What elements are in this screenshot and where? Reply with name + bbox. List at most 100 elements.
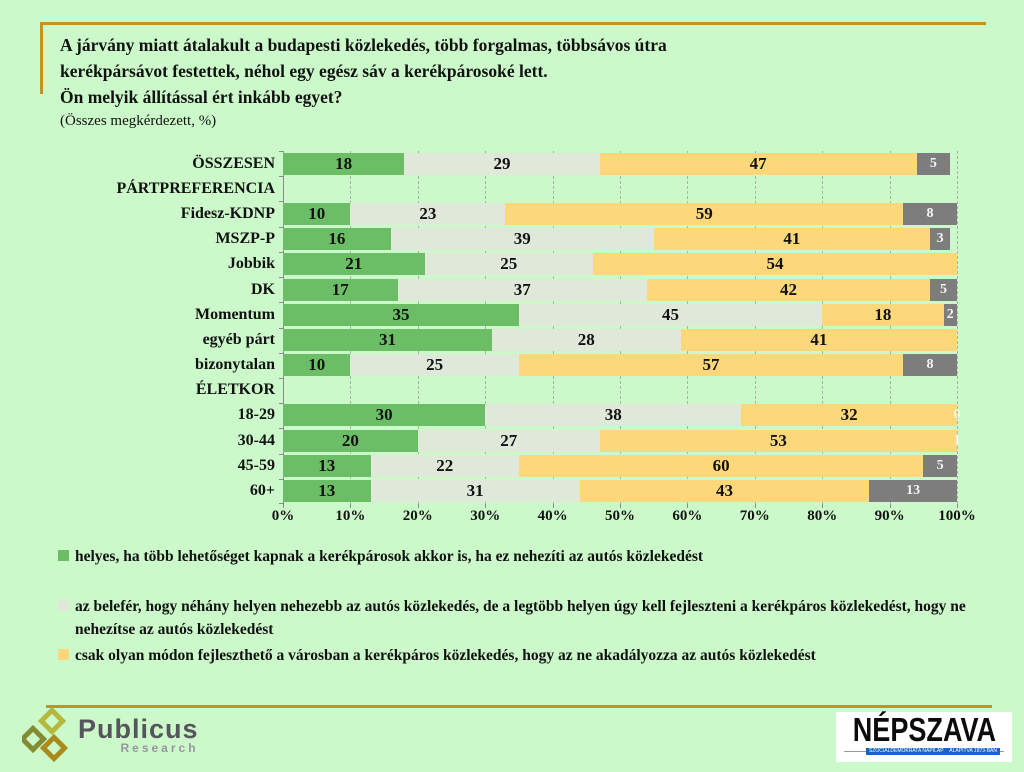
segment-value: 8 xyxy=(926,205,934,221)
bar-track: 18 29 47 5 xyxy=(283,152,957,175)
legend-item-green: helyes, ha több lehetőséget kapnak a ker… xyxy=(58,545,973,568)
bar-segment: 29 xyxy=(404,152,600,175)
x-axis-label: 50% xyxy=(605,507,635,524)
segment-value: 35 xyxy=(392,304,410,324)
gridline-10 xyxy=(350,151,352,504)
bar-segment: 5 xyxy=(916,152,951,175)
category-tick xyxy=(279,176,283,178)
row-label: Fidesz-KDNP xyxy=(180,204,275,222)
segment-value: 38 xyxy=(604,405,622,425)
publicus-diamonds-icon xyxy=(22,708,69,762)
segment-value: 41 xyxy=(810,329,828,349)
plot-area: ÖSSZESEN 18 29 47 5 PÁRTPREFERENCIA Fidesz-KDN… xyxy=(42,151,961,504)
bar-segment: 5 xyxy=(923,454,957,477)
legend-label: csak olyan módon fejleszthető a városban… xyxy=(75,647,816,664)
bottom-gold-rule xyxy=(46,705,992,708)
bar-segment: 27 xyxy=(417,429,600,452)
legend-item-yellow: csak olyan módon fejleszthető a városban… xyxy=(58,644,973,667)
category-tick xyxy=(279,302,283,304)
legend-swatch-green-icon xyxy=(58,550,69,561)
x-axis-tick xyxy=(754,503,756,508)
bar-segment: 28 xyxy=(491,328,681,351)
category-tick xyxy=(279,503,283,504)
chart-row: 18-29 30 38 32 0 xyxy=(42,403,961,428)
x-axis-label: 100% xyxy=(938,507,976,524)
bar-track xyxy=(283,379,957,401)
x-axis-label: 0% xyxy=(271,507,295,524)
bar-segment: 13 xyxy=(283,480,371,503)
bar-track: 10 23 59 8 xyxy=(283,202,957,225)
category-tick xyxy=(279,403,283,405)
bar-track: 13 31 43 13 xyxy=(283,480,957,503)
x-axis-label: 20% xyxy=(402,507,433,524)
bar-segment: 59 xyxy=(505,202,904,225)
x-axis-tick xyxy=(485,503,487,508)
segment-value: 37 xyxy=(513,279,531,299)
segment-value: 1 xyxy=(953,432,961,448)
segment-value: 13 xyxy=(318,481,336,501)
segment-value: 29 xyxy=(493,153,511,173)
segment-value: 0 xyxy=(953,407,961,423)
bar-segment: 21 xyxy=(283,253,425,276)
bar-segment: 35 xyxy=(283,303,519,326)
segment-value: 22 xyxy=(436,455,454,475)
bar-track: 13 22 60 5 xyxy=(283,454,957,477)
gridline-70 xyxy=(754,151,756,504)
chart-row: PÁRTPREFERENCIA xyxy=(42,176,957,201)
legend-label: az belefér, hogy néhány helyen nehezebb … xyxy=(75,598,966,638)
segment-value: 5 xyxy=(929,155,937,171)
stacked-bar-chart: ÖSSZESEN 18 29 47 5 PÁRTPREFERENCIA Fidesz-KDN… xyxy=(42,151,982,532)
nepszava-wordmark: NÉPSZAVA xyxy=(852,711,996,748)
group-header-label: PÁRTPREFERENCIA xyxy=(116,179,275,197)
segment-value: 31 xyxy=(378,329,396,349)
segment-value: 60 xyxy=(712,455,730,475)
title-line-2: kerékpársávot festettek, néhol egy egész… xyxy=(60,61,548,81)
bar-segment: 18 xyxy=(283,152,405,175)
x-axis-tick xyxy=(350,503,352,508)
chart-row: Momentum 35 45 18 2 xyxy=(42,302,957,327)
category-tick xyxy=(279,478,283,480)
category-tick xyxy=(279,277,283,279)
chart-row: 45-59 13 22 60 5 xyxy=(42,453,957,478)
bar-segment: 31 xyxy=(370,480,580,503)
segment-value: 47 xyxy=(749,153,767,173)
chart-row: Fidesz-KDNP 10 23 59 8 xyxy=(42,201,957,226)
segment-value: 41 xyxy=(783,229,801,249)
legend-swatch-yellow-icon xyxy=(58,649,69,660)
chart-row: ÖSSZESEN 18 29 47 5 xyxy=(42,151,957,176)
nepszava-tagline-right: ALAPÍTVA 1873-BAN xyxy=(946,748,1000,755)
segment-value: 18 xyxy=(335,153,353,173)
legend-label: helyes, ha több lehetőséget kapnak a ker… xyxy=(75,548,704,565)
bar-track: 35 45 18 2 xyxy=(283,303,957,326)
bar-segment: 43 xyxy=(579,480,870,503)
bar-segment: 37 xyxy=(397,278,647,301)
segment-value: 42 xyxy=(779,279,797,299)
row-label: 60+ xyxy=(249,482,275,500)
bar-track: 16 39 41 3 xyxy=(283,228,957,251)
bar-segment: 38 xyxy=(485,404,742,427)
row-label: 45-59 xyxy=(237,456,275,474)
gridline-20 xyxy=(417,151,419,504)
chart-row: MSZP-P 16 39 41 3 xyxy=(42,227,957,252)
gridline-layer xyxy=(279,151,958,504)
segment-value: 16 xyxy=(328,229,346,249)
top-gold-rule xyxy=(40,22,986,25)
row-label: 18-29 xyxy=(237,406,275,424)
bar-segment: 47 xyxy=(599,152,917,175)
segment-value: 30 xyxy=(375,405,393,425)
x-axis-label: 30% xyxy=(470,507,501,524)
segment-value: 57 xyxy=(702,355,720,375)
bar-track: 21 25 54 xyxy=(283,253,957,276)
segment-value: 39 xyxy=(513,229,531,249)
segment-value: 54 xyxy=(766,254,784,274)
gridline-30 xyxy=(485,151,487,504)
bar-segment: 18 xyxy=(822,303,944,326)
bar-segment: 5 xyxy=(930,278,957,301)
x-axis-tick xyxy=(552,503,554,508)
gridline-100 xyxy=(957,151,958,504)
row-label: bizonytalan xyxy=(194,356,275,374)
bar-segment: 45 xyxy=(518,303,823,326)
legend-item-lightgray: az belefér, hogy néhány helyen nehezebb … xyxy=(58,595,973,641)
segment-value: 45 xyxy=(662,304,680,324)
bar-segment: 16 xyxy=(283,228,391,251)
